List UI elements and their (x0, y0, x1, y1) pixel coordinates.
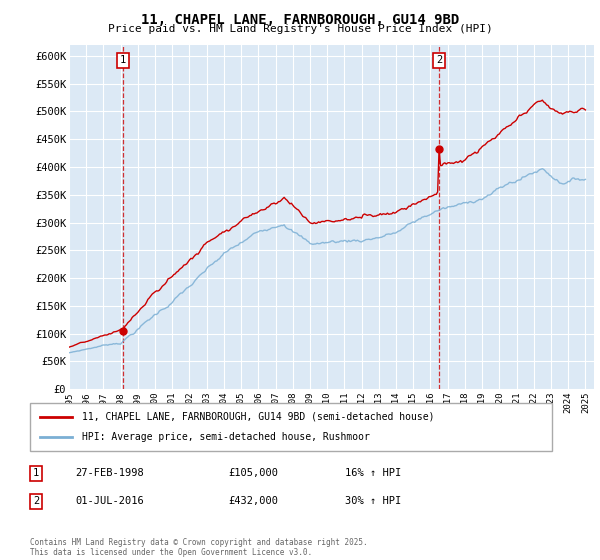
Text: 01-JUL-2016: 01-JUL-2016 (75, 496, 144, 506)
Text: 30% ↑ HPI: 30% ↑ HPI (345, 496, 401, 506)
Text: 11, CHAPEL LANE, FARNBOROUGH, GU14 9BD: 11, CHAPEL LANE, FARNBOROUGH, GU14 9BD (141, 13, 459, 27)
FancyBboxPatch shape (30, 403, 552, 451)
Text: 11, CHAPEL LANE, FARNBOROUGH, GU14 9BD (semi-detached house): 11, CHAPEL LANE, FARNBOROUGH, GU14 9BD (… (82, 412, 434, 422)
Text: 2: 2 (436, 55, 442, 66)
Text: £105,000: £105,000 (228, 468, 278, 478)
Text: HPI: Average price, semi-detached house, Rushmoor: HPI: Average price, semi-detached house,… (82, 432, 370, 442)
Text: Price paid vs. HM Land Registry's House Price Index (HPI): Price paid vs. HM Land Registry's House … (107, 24, 493, 34)
Text: £432,000: £432,000 (228, 496, 278, 506)
Text: Contains HM Land Registry data © Crown copyright and database right 2025.
This d: Contains HM Land Registry data © Crown c… (30, 538, 368, 557)
Text: 27-FEB-1998: 27-FEB-1998 (75, 468, 144, 478)
Text: 1: 1 (120, 55, 127, 66)
Text: 2: 2 (33, 496, 39, 506)
Text: 1: 1 (33, 468, 39, 478)
Text: 16% ↑ HPI: 16% ↑ HPI (345, 468, 401, 478)
